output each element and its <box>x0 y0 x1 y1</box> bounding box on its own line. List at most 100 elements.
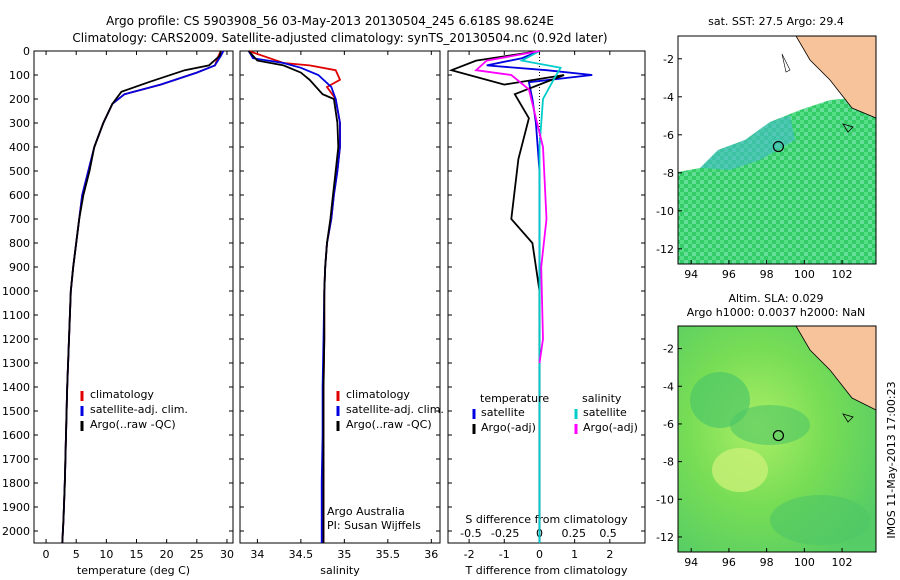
map-lon-label: 102 <box>832 268 853 281</box>
map-lat-label: -6 <box>663 129 674 142</box>
map-lon-label: 100 <box>794 556 815 569</box>
argo-position-marker <box>772 140 784 153</box>
legend-label: Argo(-adj) <box>481 421 536 434</box>
temperature-series-argo---raw--qc- <box>61 50 222 544</box>
depth-tick-label: 1200 <box>2 333 30 346</box>
difference-xtick-label: -1 <box>499 548 510 561</box>
map-lat-label: -8 <box>663 167 674 180</box>
argo-annotation: PI: Susan Wijffels <box>327 519 421 532</box>
salinity-xtick-label: 35 <box>337 548 351 561</box>
temperature-xtick-label: 5 <box>73 548 80 561</box>
difference-series-salinity-satellite <box>519 50 563 543</box>
depth-tick-label: 1700 <box>2 453 30 466</box>
argo-position-marker <box>772 429 784 442</box>
legend-label: climatology <box>346 388 410 401</box>
map-lat-label: -2 <box>663 343 674 356</box>
temperature-xtick-label: 15 <box>130 548 144 561</box>
depth-tick-label: 100 <box>9 69 30 82</box>
salinity-xtick-label: 34.5 <box>289 548 314 561</box>
map-lon-label: 96 <box>722 556 736 569</box>
island-outline <box>842 123 854 133</box>
legend-label: satellite <box>583 406 627 419</box>
depth-tick-label: 1100 <box>2 309 30 322</box>
map-lon-label: 94 <box>684 556 698 569</box>
salinity-diff-tick-label: -0.5 <box>460 527 481 540</box>
depth-tick-label: 1800 <box>2 477 30 490</box>
difference-xtick-label: 1 <box>571 548 578 561</box>
sla-map: 94 96 98 100 102 -2 -4 -6 -8 -10 -12 <box>656 325 877 569</box>
temperature-xtick-label: 30 <box>220 548 234 561</box>
map-lon-label: 98 <box>760 556 774 569</box>
map-lon-label: 100 <box>794 268 815 281</box>
salinity-xtick-label: 36 <box>424 548 438 561</box>
map-lat-label: -4 <box>663 91 674 104</box>
sst-map: 94 96 98 100 102 -2 -4 -6 -8 -10 -12 <box>656 35 877 281</box>
salinity-panel: 34 34.5 35 35.5 36 salinity climatology satelli… <box>239 50 444 577</box>
depth-tick-label: 1900 <box>2 501 30 514</box>
depth-tick-label: 900 <box>9 261 30 274</box>
sst-map-axes: 94 96 98 100 102 -2 -4 -6 -8 -10 -12 <box>656 53 853 281</box>
legend-label: satellite-adj. clim. <box>90 403 188 416</box>
map-lon-label: 98 <box>760 268 774 281</box>
map-lat-label: -12 <box>656 243 674 256</box>
difference-series-salinity-argo--adj- <box>474 50 548 364</box>
title-line-2: Climatology: CARS2009. Satellite-adjuste… <box>72 31 607 45</box>
sla-low-eddy <box>730 405 810 445</box>
salinity-xtick-label: 35.5 <box>376 548 401 561</box>
sla-map-axes: 94 96 98 100 102 -2 -4 -6 -8 -10 -12 <box>656 343 853 569</box>
temperature-xtick-label: 10 <box>99 548 113 561</box>
difference-xtick-label: 2 <box>606 548 613 561</box>
sst-field <box>678 96 876 264</box>
map-lon-label: 94 <box>684 268 698 281</box>
map-lat-label: -4 <box>663 380 674 393</box>
map-lat-label: -10 <box>656 205 674 218</box>
temperature-xtick-label: 20 <box>160 548 174 561</box>
legend-label: Argo(..raw -QC) <box>346 418 432 431</box>
depth-tick-label: 200 <box>9 93 30 106</box>
sla-map-title: Altim. SLA: 0.029 <box>728 292 823 305</box>
difference-xlabel: T difference from climatology <box>465 564 628 577</box>
temperature-xlabel: temperature (deg C) <box>77 564 190 577</box>
legend-title: salinity <box>582 392 622 405</box>
depth-tick-label: 600 <box>9 189 30 202</box>
depth-tick-label: 700 <box>9 213 30 226</box>
salinity-diff-label: S difference from climatology <box>465 513 628 526</box>
island-outline <box>842 413 854 423</box>
legend-label: satellite <box>481 406 525 419</box>
depth-tick-label: 500 <box>9 165 30 178</box>
map-lon-label: 96 <box>722 268 736 281</box>
legend-label: satellite-adj. clim. <box>346 403 444 416</box>
difference-frame <box>447 50 646 544</box>
difference-panel: -2 -1 0 1 2 T difference from climatology -0.5… <box>447 50 646 577</box>
map-lat-label: -8 <box>663 456 674 469</box>
imos-timestamp: IMOS 11-May-2013 17:00:23 <box>885 381 898 538</box>
temperature-frame <box>33 50 234 544</box>
salinity-diff-tick-label: 0.5 <box>599 527 617 540</box>
sst-map-frame <box>677 35 877 265</box>
map-lat-label: -10 <box>656 493 674 506</box>
sla-low-eddy <box>690 372 750 428</box>
legend-label: Argo(-adj) <box>583 421 638 434</box>
map-lon-label: 102 <box>832 556 853 569</box>
temperature-panel: 0100200300400500600700800900100011001200… <box>2 45 234 577</box>
depth-tick-label: 1600 <box>2 429 30 442</box>
sst-map-title: sat. SST: 27.5 Argo: 29.4 <box>708 15 844 28</box>
map-lat-label: -6 <box>663 418 674 431</box>
depth-tick-label: 0 <box>23 45 30 58</box>
salinity-diff-tick-label: -0.25 <box>491 527 519 540</box>
sla-map-frame <box>677 325 877 553</box>
island-outline <box>781 53 791 73</box>
depth-tick-label: 2000 <box>2 525 30 538</box>
depth-tick-label: 1000 <box>2 285 30 298</box>
argo-annotation: Argo Australia <box>327 505 405 518</box>
sla-high-eddy <box>712 448 768 492</box>
salinity-xlabel: salinity <box>320 564 360 577</box>
sst-cool-patch <box>700 115 795 170</box>
depth-tick-label: 1400 <box>2 381 30 394</box>
temperature-xtick-label: 0 <box>43 548 50 561</box>
salinity-series-argo---raw--qc- <box>248 50 340 543</box>
difference-xtick-label: -2 <box>464 548 475 561</box>
sla-low-eddy <box>770 495 870 545</box>
salinity-diff-tick-label: 0.25 <box>562 527 587 540</box>
